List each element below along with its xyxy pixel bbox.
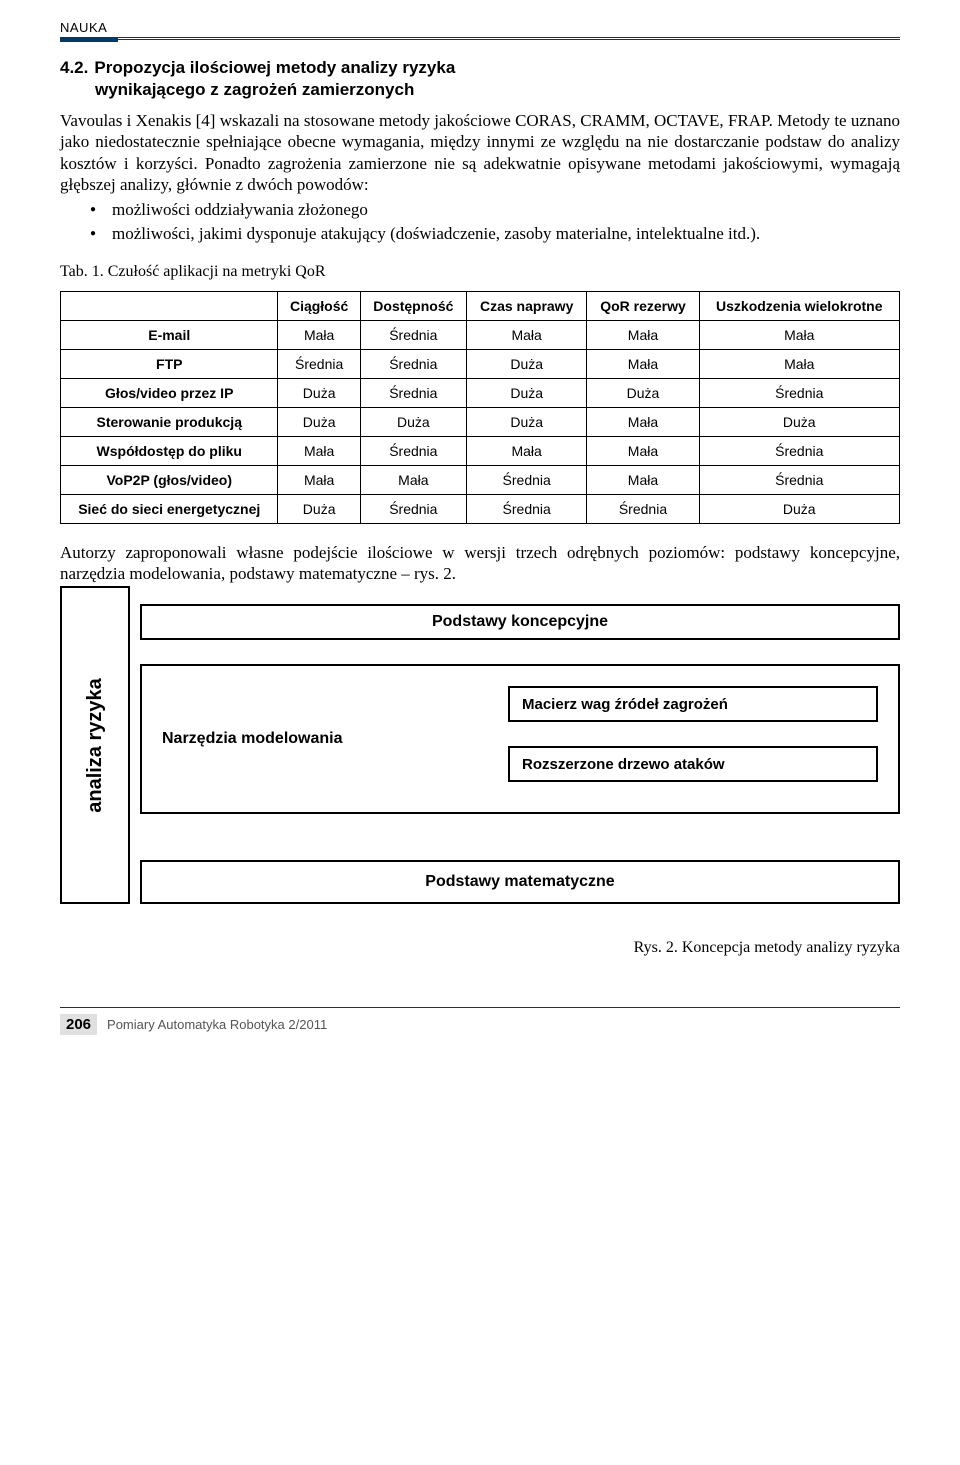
table-cell: Mała bbox=[587, 320, 699, 349]
table-cell: Sieć do sieci energetycznej bbox=[61, 494, 278, 523]
table-cell: Średnia bbox=[360, 378, 466, 407]
table-cell: Duża bbox=[278, 494, 360, 523]
table-cell: Głos/video przez IP bbox=[61, 378, 278, 407]
bullet-item: możliwości oddziaływania złożonego bbox=[90, 199, 900, 220]
table-cell: Mała bbox=[587, 407, 699, 436]
table-cell: Średnia bbox=[360, 320, 466, 349]
table-cell: Współdostęp do pliku bbox=[61, 436, 278, 465]
table-cell: Średnia bbox=[699, 465, 899, 494]
table-row: Głos/video przez IPDużaŚredniaDużaDużaŚr… bbox=[61, 378, 900, 407]
table-cell: E-mail bbox=[61, 320, 278, 349]
table-cell: Mała bbox=[278, 465, 360, 494]
table-cell: Mała bbox=[278, 436, 360, 465]
table-cell: Średnia bbox=[360, 436, 466, 465]
diagram-left: analiza ryzyka bbox=[60, 586, 130, 904]
diagram-mid: Narzędzia modelowania Macierz wag źródeł… bbox=[140, 664, 900, 814]
table-cell: Mała bbox=[278, 320, 360, 349]
section-divider bbox=[60, 37, 900, 40]
bullet-item: możliwości, jakimi dysponuje atakujący (… bbox=[90, 223, 900, 244]
table-header-cell: Uszkodzenia wielokrotne bbox=[699, 291, 899, 320]
diagram-top: Podstawy koncepcyjne bbox=[140, 604, 900, 640]
qor-table: Ciągłość Dostępność Czas naprawy QoR rez… bbox=[60, 291, 900, 524]
table-cell: Mała bbox=[587, 436, 699, 465]
table-cell: Średnia bbox=[360, 349, 466, 378]
table-header-cell: Ciągłość bbox=[278, 291, 360, 320]
table-cell: Średnia bbox=[699, 378, 899, 407]
table-row: FTPŚredniaŚredniaDużaMałaMała bbox=[61, 349, 900, 378]
table-row: Sterowanie produkcjąDużaDużaDużaMałaDuża bbox=[61, 407, 900, 436]
table-cell: Średnia bbox=[587, 494, 699, 523]
table-header-cell: QoR rezerwy bbox=[587, 291, 699, 320]
diagram-sub1: Macierz wag źródeł zagrożeń bbox=[508, 686, 878, 722]
table-cell: Mała bbox=[360, 465, 466, 494]
section-tag: NAUKA bbox=[60, 20, 900, 35]
table-cell: Mała bbox=[466, 320, 587, 349]
table-header-cell bbox=[61, 291, 278, 320]
table-row: VoP2P (głos/video)MałaMałaŚredniaMałaŚre… bbox=[61, 465, 900, 494]
table-cell: Duża bbox=[278, 378, 360, 407]
table-cell: Mała bbox=[587, 349, 699, 378]
table-cell: Średnia bbox=[278, 349, 360, 378]
table-cell: Duża bbox=[466, 349, 587, 378]
table-cell: VoP2P (głos/video) bbox=[61, 465, 278, 494]
diagram-bottom: Podstawy matematyczne bbox=[140, 860, 900, 904]
table-cell: Duża bbox=[699, 407, 899, 436]
table-cell: Średnia bbox=[360, 494, 466, 523]
table-cell: Duża bbox=[360, 407, 466, 436]
heading-title: Propozycja ilościowej metody analizy ryz… bbox=[94, 58, 455, 78]
table-header-cell: Czas naprawy bbox=[466, 291, 587, 320]
table-cell: Duża bbox=[587, 378, 699, 407]
diagram-sub2: Rozszerzone drzewo ataków bbox=[508, 746, 878, 782]
table-cell: Mała bbox=[699, 320, 899, 349]
table-cell: Duża bbox=[699, 494, 899, 523]
diagram-left-label: analiza ryzyka bbox=[84, 678, 107, 813]
table-row: E-mailMałaŚredniaMałaMałaMała bbox=[61, 320, 900, 349]
paragraph-1: Vavoulas i Xenakis [4] wskazali na stoso… bbox=[60, 110, 900, 195]
footer: 206 Pomiary Automatyka Robotyka 2/2011 bbox=[60, 1007, 900, 1035]
table-header-cell: Dostępność bbox=[360, 291, 466, 320]
bullet-list: możliwości oddziaływania złożonego możli… bbox=[90, 199, 900, 245]
table-row: Współdostęp do plikuMałaŚredniaMałaMałaŚ… bbox=[61, 436, 900, 465]
page-number: 206 bbox=[60, 1014, 97, 1035]
diagram-mid-label: Narzędzia modelowania bbox=[162, 730, 343, 748]
table-cell: Sterowanie produkcją bbox=[61, 407, 278, 436]
paragraph-2: Autorzy zaproponowali własne podejście i… bbox=[60, 542, 900, 585]
diagram: analiza ryzyka Podstawy koncepcyjne Narz… bbox=[60, 604, 900, 904]
table-cell: Średnia bbox=[466, 494, 587, 523]
table-cell: Mała bbox=[699, 349, 899, 378]
heading-row: 4.2. Propozycja ilościowej metody analiz… bbox=[60, 58, 900, 78]
journal-name: Pomiary Automatyka Robotyka 2/2011 bbox=[107, 1017, 327, 1032]
table-cell: Mała bbox=[587, 465, 699, 494]
table-caption: Tab. 1. Czułość aplikacji na metryki QoR bbox=[60, 263, 900, 281]
table-cell: Duża bbox=[466, 407, 587, 436]
table-row: Sieć do sieci energetycznejDużaŚredniaŚr… bbox=[61, 494, 900, 523]
table-cell: Mała bbox=[466, 436, 587, 465]
table-cell: Średnia bbox=[466, 465, 587, 494]
table-header-row: Ciągłość Dostępność Czas naprawy QoR rez… bbox=[61, 291, 900, 320]
table-cell: Duża bbox=[278, 407, 360, 436]
table-cell: FTP bbox=[61, 349, 278, 378]
heading-subtitle: wynikającego z zagrożeń zamierzonych bbox=[95, 80, 900, 100]
figure-caption: Rys. 2. Koncepcja metody analizy ryzyka bbox=[60, 939, 900, 957]
table-cell: Duża bbox=[466, 378, 587, 407]
heading-number: 4.2. bbox=[60, 58, 88, 78]
table-cell: Średnia bbox=[699, 436, 899, 465]
